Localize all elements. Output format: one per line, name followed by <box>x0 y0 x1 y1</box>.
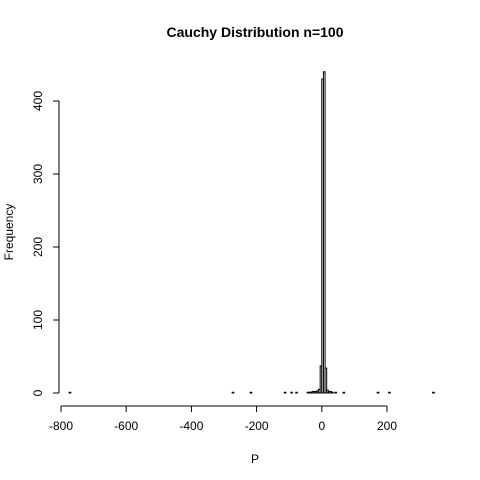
histogram-bar <box>432 391 435 394</box>
histogram-bar <box>283 391 287 394</box>
histogram-bar <box>334 391 337 394</box>
histogram-bar <box>324 367 328 394</box>
x-tick-label: -600 <box>114 419 138 433</box>
histogram-bar <box>295 391 298 394</box>
histogram-bar <box>342 391 346 394</box>
y-tick-label: 100 <box>31 310 45 330</box>
x-tick-label: 0 <box>318 419 325 433</box>
histogram-bar <box>249 391 253 394</box>
x-tick-label: -200 <box>245 419 269 433</box>
x-axis: -800 -600 -400 -200 0 200 <box>49 405 397 433</box>
histogram-bars <box>68 71 435 394</box>
histogram-bar <box>322 71 326 394</box>
y-tick-label: 400 <box>31 91 45 111</box>
histogram-bar <box>376 391 380 394</box>
histogram-bar <box>331 391 334 394</box>
y-tick-label: 0 <box>31 389 45 396</box>
histogram-bar <box>68 391 72 394</box>
y-axis-label: Frequency <box>2 204 16 261</box>
chart-title: Cauchy Distribution n=100 <box>167 24 344 40</box>
x-axis-label: P <box>251 452 259 466</box>
x-tick-label: -400 <box>179 419 203 433</box>
y-tick-label: 200 <box>31 237 45 257</box>
histogram-bar <box>388 391 391 394</box>
x-tick-label: 200 <box>377 419 397 433</box>
y-axis: 0 100 200 300 400 <box>31 91 60 396</box>
x-tick-label: -800 <box>49 419 73 433</box>
histogram-bar <box>290 391 293 394</box>
y-tick-label: 300 <box>31 164 45 184</box>
histogram-bar <box>231 391 235 394</box>
